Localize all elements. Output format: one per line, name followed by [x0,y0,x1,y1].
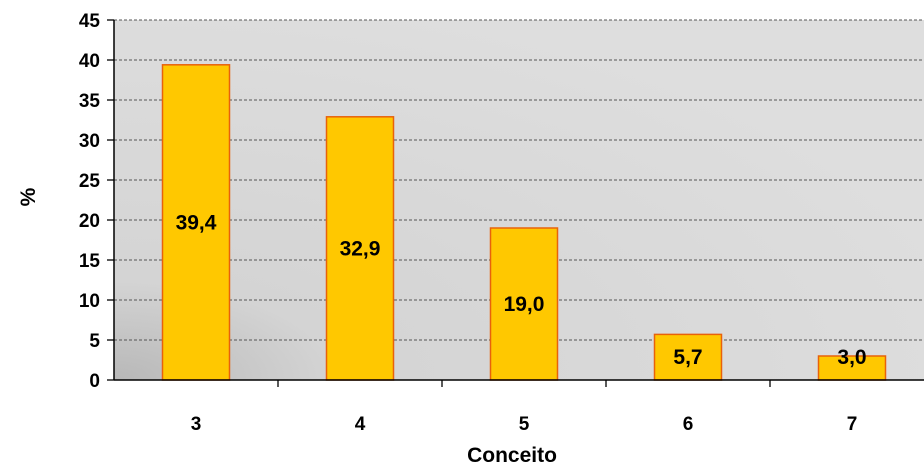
data-label: 39,4 [176,211,217,234]
y-tick-label: 20 [79,211,100,232]
bar [653,333,723,381]
bar [325,116,395,381]
data-label: 5,7 [673,346,702,369]
bar [161,64,231,381]
y-tick-label: 45 [79,11,101,32]
y-tick-label: 25 [79,171,101,192]
y-tick-label: 15 [79,251,101,272]
x-tick-label: 4 [355,414,366,435]
data-labels: 39,4 32,9 19,0 5,7 3,0 [176,211,867,369]
y-tick-labels: 0 5 10 15 20 25 30 35 40 45 [79,11,101,392]
x-tick-label: 7 [847,414,858,435]
y-tick-label: 30 [79,131,100,152]
data-label: 19,0 [504,293,545,316]
axes [107,19,924,387]
y-tick-label: 5 [89,331,100,352]
bars [161,64,887,381]
x-tick-labels: 3 4 5 6 7 [191,414,858,435]
data-label: 32,9 [340,237,381,260]
x-tick-label: 3 [191,414,202,435]
y-tick-label: 10 [79,291,100,312]
y-tick-label: 35 [79,91,101,112]
x-tick-label: 6 [683,414,694,435]
y-tick-label: 0 [89,371,100,392]
y-tick-label: 40 [79,51,100,72]
y-axis-title: % [17,187,40,206]
x-tick-label: 5 [519,414,530,435]
x-axis-title: Conceito [467,444,557,467]
bar [489,227,559,381]
data-label: 3,0 [837,346,866,369]
